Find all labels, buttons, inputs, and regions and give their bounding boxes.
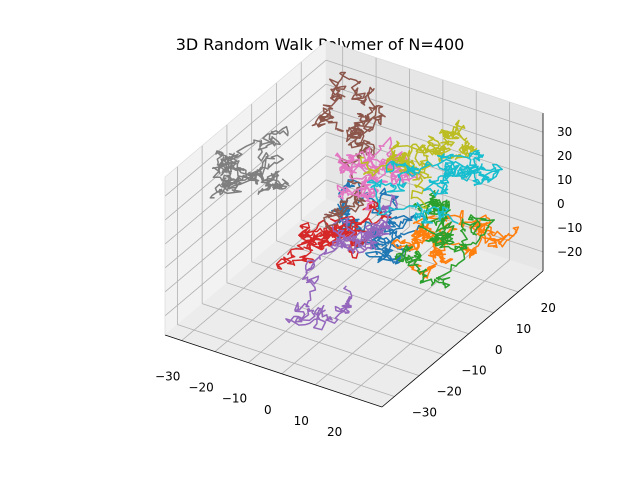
z-tick-label: −20 <box>557 245 582 259</box>
y-tick-label: −20 <box>436 385 461 399</box>
walk-line-5 <box>285 194 399 331</box>
tick-labels: −30−20−1001020−30−20−1001020−20−10010203… <box>155 125 582 439</box>
axis-lines <box>164 40 544 408</box>
x-axis-line <box>164 334 383 408</box>
x-tick-label: −10 <box>222 392 247 406</box>
axes-panes <box>164 40 544 408</box>
x-tick-label: 10 <box>294 414 309 428</box>
grid-line-x <box>348 259 510 397</box>
grid-line-z <box>164 179 327 317</box>
plot-area <box>209 71 520 331</box>
chart-title: 3D Random Walk Polymer of N=400 <box>176 35 465 54</box>
z-tick-label: −10 <box>557 221 582 235</box>
y-tick-label: −10 <box>461 364 486 378</box>
y-axis-line <box>381 270 544 408</box>
grid-line-z <box>164 83 327 221</box>
walk-line-10 <box>366 149 503 225</box>
grid-line-y <box>202 303 420 376</box>
walk-line-8 <box>209 125 290 199</box>
z-tick-label: 20 <box>557 149 572 163</box>
y-tick-label: 20 <box>541 301 556 315</box>
x-tick-label: −30 <box>155 370 180 384</box>
walk-line-3 <box>394 190 495 289</box>
grid-line-y <box>251 261 469 335</box>
x-tick-label: 20 <box>327 425 342 439</box>
y-tick-label: −30 <box>412 406 437 420</box>
walk-line-9 <box>359 119 478 209</box>
grid-line-z <box>164 131 327 269</box>
grid-line-z <box>325 59 544 133</box>
z-tick-label: 0 <box>557 197 565 211</box>
grid-line-x <box>181 204 343 341</box>
grid-line-z <box>325 107 544 181</box>
grid-line-z <box>164 59 327 197</box>
y-tick-label: 10 <box>516 322 531 336</box>
z-tick-label: 10 <box>557 173 572 187</box>
grid-line-z <box>325 83 544 157</box>
x-tick-label: 0 <box>264 403 272 417</box>
grid-line-z <box>164 155 327 293</box>
grid-line-y <box>276 240 494 314</box>
pane-edge <box>325 40 544 114</box>
grid-line-y <box>177 324 395 397</box>
y-tick-label: 0 <box>495 343 503 357</box>
pane-edge <box>164 40 327 178</box>
x-tick-label: −20 <box>188 381 213 395</box>
z-tick-label: 30 <box>557 125 572 139</box>
